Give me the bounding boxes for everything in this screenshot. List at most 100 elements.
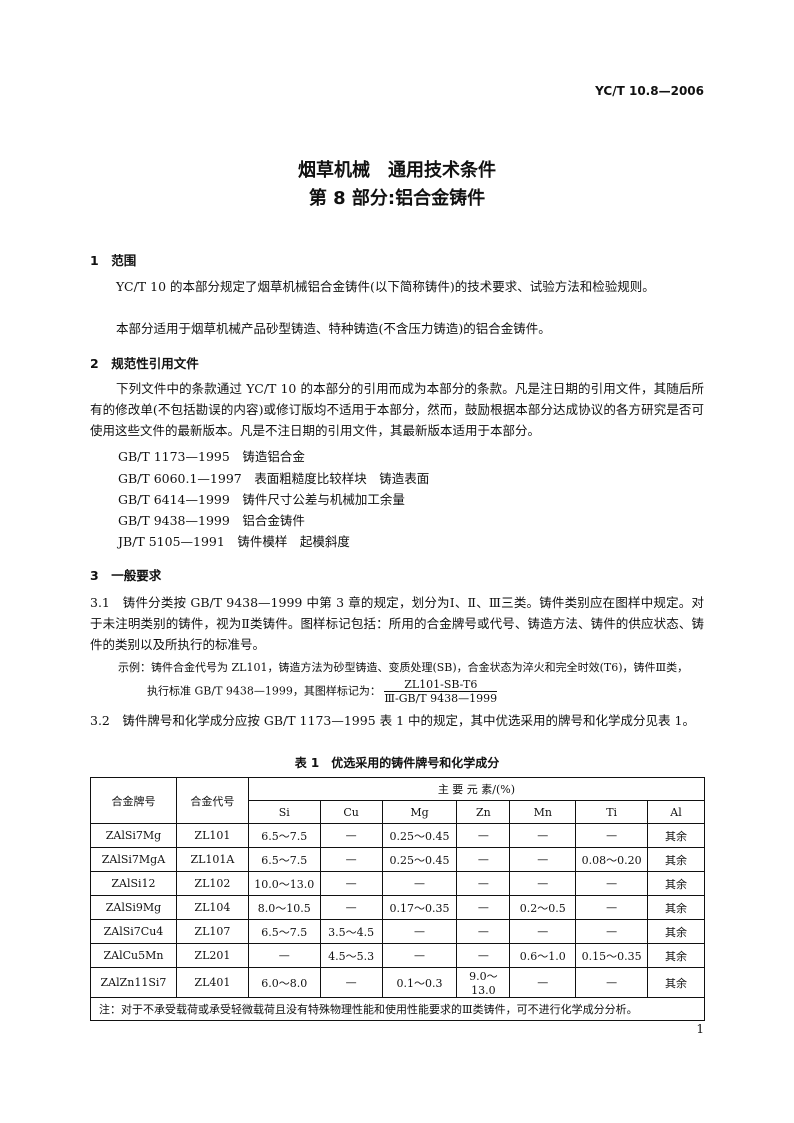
table-cell: — bbox=[575, 967, 649, 998]
section-1-para-1: YC/T 10 的本部分规定了烟草机械铝合金铸件(以下简称铸件)的技术要求、试验… bbox=[116, 279, 655, 294]
header-element: Zn bbox=[456, 800, 511, 824]
table-cell: ZL104 bbox=[175, 895, 249, 920]
reference-item: GB/T 6414—1999 铸件尺寸公差与机械加工余量 bbox=[118, 492, 405, 507]
table-cell: — bbox=[575, 823, 649, 848]
table-row: ZAlSi7Cu4 ZL107 6.5～7.5 3.5～4.5— — — — 其余 bbox=[90, 919, 705, 944]
table-cell: 0.6～1.0 bbox=[509, 943, 577, 968]
clause-3-1: 3.1 铸件分类按 GB/T 9438—1999 中第 3 章的规定，划分为Ⅰ、… bbox=[90, 595, 704, 652]
table-cell: — bbox=[456, 871, 511, 896]
table-cell: ZL107 bbox=[175, 919, 249, 944]
table-cell: ZAlSi9Mg bbox=[90, 895, 177, 920]
table-cell: — bbox=[509, 823, 577, 848]
table-cell: — bbox=[575, 895, 649, 920]
table-cell: ZL401 bbox=[175, 967, 249, 998]
table-cell: ZL102 bbox=[175, 871, 249, 896]
section-2-para: 下列文件中的条款通过 YC/T 10 的本部分的引用而成为本部分的条款。凡是注日… bbox=[90, 381, 704, 438]
table-cell: ZAlSi7Cu4 bbox=[90, 919, 177, 944]
section-1-heading: 1 范围 bbox=[90, 253, 137, 268]
table-cell: — bbox=[319, 823, 383, 848]
table-row: ZAlSi7MgA ZL101A 6.5～7.5—0.25～0.45— —0.08～0… bbox=[90, 847, 705, 872]
header-grade: 合金牌号 bbox=[90, 777, 177, 824]
table-cell: ZAlSi7Mg bbox=[90, 823, 177, 848]
table-cell: 0.17～0.35 bbox=[381, 895, 458, 920]
table-cell: 6.0～8.0 bbox=[247, 967, 321, 998]
section-2-heading: 2 规范性引用文件 bbox=[90, 356, 199, 371]
table-cell: 0.15～0.35 bbox=[575, 943, 649, 968]
table-cell: — bbox=[381, 919, 458, 944]
table-cell: — bbox=[456, 823, 511, 848]
table-row: ZAlSi12 ZL102 10.0～13.0— — — — — 其余 bbox=[90, 871, 705, 896]
table-cell: — bbox=[456, 943, 511, 968]
table-cell: 4.5～5.3 bbox=[319, 943, 383, 968]
table-cell: ZL101 bbox=[175, 823, 249, 848]
table-cell: 6.5～7.5 bbox=[247, 919, 321, 944]
header-element: Mn bbox=[509, 800, 577, 824]
table-cell: — bbox=[381, 871, 458, 896]
drawing-mark-fraction: ZL101-SB-T6 Ⅲ-GB/T 9438—1999 bbox=[384, 678, 498, 705]
table-cell: 8.0～10.5 bbox=[247, 895, 321, 920]
table-cell: 其余 bbox=[647, 967, 705, 998]
table-cell: — bbox=[509, 919, 577, 944]
header-element: Si bbox=[247, 800, 321, 824]
header-code: 合金代号 bbox=[175, 777, 249, 824]
table-cell: — bbox=[319, 847, 383, 872]
standard-number: YC/T 10.8—2006 bbox=[595, 84, 704, 98]
example-text: 执行标准 GB/T 9438—1999，其图样标记为： bbox=[147, 684, 381, 698]
table-cell: — bbox=[509, 871, 577, 896]
example-line-2: 执行标准 GB/T 9438—1999，其图样标记为： ZL101-SB-T6 … bbox=[147, 678, 498, 705]
table-cell: — bbox=[319, 967, 383, 998]
table-cell: 3.5～4.5 bbox=[319, 919, 383, 944]
table-cell: 其余 bbox=[647, 847, 705, 872]
table-row: ZAlSi7Mg ZL101 6.5～7.5—0.25～0.45— — — 其余 bbox=[90, 823, 705, 848]
table-cell: ZAlZn11Si7 bbox=[90, 967, 177, 998]
page-number: 1 bbox=[696, 1022, 704, 1036]
table-cell: ZAlCu5Mn bbox=[90, 943, 177, 968]
table-cell: ZAlSi7MgA bbox=[90, 847, 177, 872]
table-cell: 0.25～0.45 bbox=[381, 823, 458, 848]
header-elements-group: 主 要 元 素/(%) bbox=[247, 777, 706, 801]
table-cell: 9.0～13.0 bbox=[456, 967, 511, 998]
header-element: Ti bbox=[575, 800, 649, 824]
table-cell: — bbox=[575, 919, 649, 944]
table-cell: 其余 bbox=[647, 871, 705, 896]
table-caption: 表 1 优选采用的铸件牌号和化学成分 bbox=[294, 756, 500, 770]
table-cell: 其余 bbox=[647, 943, 705, 968]
table-cell: 0.1～0.3 bbox=[381, 967, 458, 998]
table-cell: ZL101A bbox=[175, 847, 249, 872]
table-row: ZAlSi9Mg ZL104 8.0～10.5—0.17～0.35—0.2～0.5—… bbox=[90, 895, 705, 920]
table-cell: 6.5～7.5 bbox=[247, 847, 321, 872]
header-element: Cu bbox=[319, 800, 383, 824]
reference-item: JB/T 5105—1991 铸件模样 起模斜度 bbox=[118, 534, 350, 549]
clause-3-2: 3.2 铸件牌号和化学成分应按 GB/T 1173—1995 表 1 中的规定，… bbox=[90, 713, 695, 728]
table-cell: ZAlSi12 bbox=[90, 871, 177, 896]
table-cell: 0.25～0.45 bbox=[381, 847, 458, 872]
table-cell: — bbox=[247, 943, 321, 968]
table-cell: 其余 bbox=[647, 823, 705, 848]
table-row: ZAlZn11Si7 ZL401 6.0～8.0—0.1～0.3 9.0～13.0— —… bbox=[90, 967, 705, 998]
table-cell: 10.0～13.0 bbox=[247, 871, 321, 896]
table-note: 注：对于不承受载荷或承受轻微载荷且没有特殊物理性能和使用性能要求的Ⅲ类铸件，可不… bbox=[90, 997, 705, 1021]
title-line-1: 烟草机械 通用技术条件 bbox=[298, 160, 496, 181]
table-cell: — bbox=[456, 847, 511, 872]
section-1-para-2: 本部分适用于烟草机械产品砂型铸造、特种铸造(不含压力铸造)的铝合金铸件。 bbox=[116, 321, 551, 336]
table-cell: 0.08～0.20 bbox=[575, 847, 649, 872]
mark-numerator: ZL101-SB-T6 bbox=[404, 678, 478, 691]
table-cell: — bbox=[381, 943, 458, 968]
table-cell: 其余 bbox=[647, 895, 705, 920]
example-line-1: 示例：铸件合金代号为 ZL101，铸造方法为砂型铸造、变质处理(SB)，合金状态… bbox=[118, 661, 689, 674]
table-cell: — bbox=[319, 871, 383, 896]
table-cell: — bbox=[509, 847, 577, 872]
reference-item: GB/T 9438—1999 铝合金铸件 bbox=[118, 513, 305, 528]
section-3-heading: 3 一般要求 bbox=[90, 568, 162, 583]
reference-item: GB/T 1173—1995 铸造铝合金 bbox=[118, 449, 305, 464]
table-cell: 其余 bbox=[647, 919, 705, 944]
header-element: Al bbox=[647, 800, 705, 824]
table-cell: — bbox=[319, 895, 383, 920]
header-element: Mg bbox=[381, 800, 458, 824]
table-cell: — bbox=[456, 919, 511, 944]
table-cell: 6.5～7.5 bbox=[247, 823, 321, 848]
title-line-2: 第 8 部分:铝合金铸件 bbox=[308, 188, 486, 209]
table-cell: — bbox=[509, 967, 577, 998]
table-cell: 0.2～0.5 bbox=[509, 895, 577, 920]
